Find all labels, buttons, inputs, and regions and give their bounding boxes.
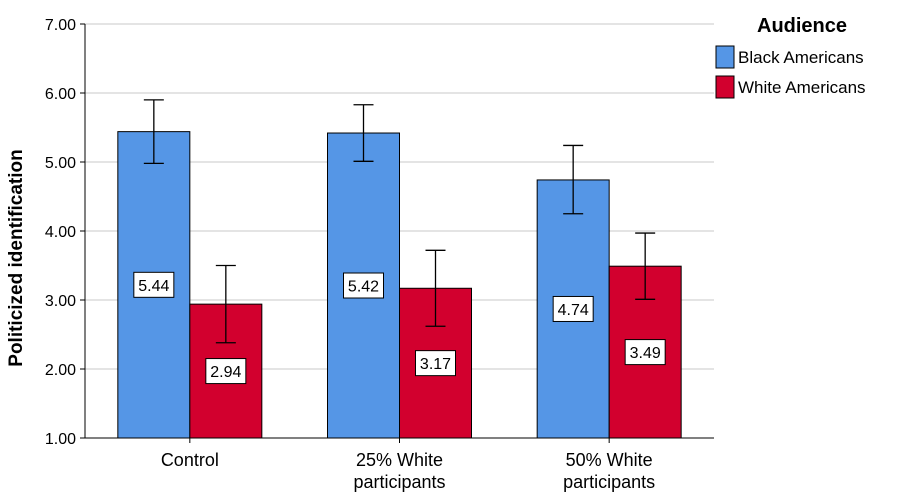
x-category-label: 25% White — [356, 450, 443, 470]
data-label-box — [205, 358, 247, 385]
legend-label: Black Americans — [738, 48, 864, 67]
data-label-box — [343, 272, 384, 299]
data-label-box — [415, 350, 456, 377]
legend-swatch — [715, 45, 735, 69]
x-category-label: participants — [353, 472, 445, 492]
data-label: 3.17 — [420, 356, 451, 373]
data-label: 4.74 — [558, 302, 589, 319]
y-tick-label: 4.00 — [45, 224, 76, 241]
data-label: 2.94 — [210, 364, 241, 381]
y-tick-label: 1.00 — [45, 431, 76, 448]
y-tick-label: 5.00 — [45, 155, 76, 172]
data-label-box — [552, 295, 594, 322]
data-label: 5.42 — [348, 279, 379, 296]
x-category-label: participants — [563, 472, 655, 492]
y-tick-label: 7.00 — [45, 17, 76, 34]
data-label: 3.49 — [630, 345, 661, 362]
legend-label: White Americans — [738, 78, 866, 97]
legend: Audience Black Americans White Americans — [715, 15, 866, 99]
y-axis-ticks: 1.00 2.00 3.00 4.00 5.00 6.00 7.00 — [45, 17, 85, 448]
bars — [117, 131, 682, 439]
y-tick-label: 2.00 — [45, 362, 76, 379]
x-category-label: Control — [161, 450, 219, 470]
data-labels: 5.44 2.94 5.42 3.17 4.74 3.49 — [133, 271, 666, 385]
data-label-box — [133, 271, 175, 298]
data-label: 5.44 — [138, 278, 169, 295]
data-label-box — [624, 339, 666, 366]
legend-swatch — [715, 75, 735, 99]
y-axis-title: Politicized identification — [6, 149, 27, 366]
y-tick-label: 6.00 — [45, 86, 76, 103]
x-category-label: 50% White — [566, 450, 653, 470]
legend-title: Audience — [757, 15, 847, 37]
error-bars — [143, 99, 656, 344]
y-tick-label: 3.00 — [45, 293, 76, 310]
